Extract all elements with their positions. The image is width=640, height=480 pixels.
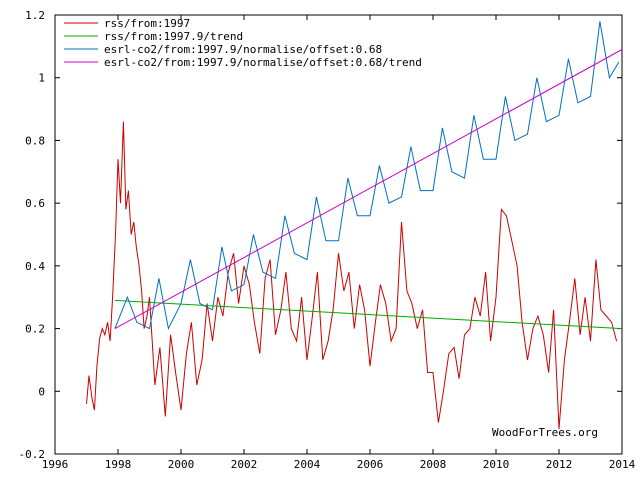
x-tick-label: 2014 [609, 458, 636, 471]
legend-entry: esrl-co2/from:1997.9/normalise/offset:0.… [104, 56, 422, 69]
x-tick-label: 2012 [546, 458, 573, 471]
x-tick-label: 2006 [357, 458, 384, 471]
axes: 1996 1998 2000 2002 2004 2006 2008 2010 2012 2014… [19, 9, 636, 471]
y-tick-label: 1.2 [25, 9, 45, 22]
y-tick-label: 1 [38, 72, 45, 85]
series-layer [86, 21, 623, 429]
plot-frame [54, 14, 623, 455]
y-tick-label: 0.8 [25, 134, 45, 147]
y-tick-label: 0.6 [25, 197, 45, 210]
x-tick-label: 2000 [168, 458, 195, 471]
legend-entry: rss/from:1997.9/trend [104, 30, 243, 43]
x-tick-label: 1998 [105, 458, 132, 471]
x-tick-label: 2010 [483, 458, 510, 471]
y-tick-label: -0.2 [19, 448, 46, 461]
legend: rss/from:1997rss/from:1997.9/trendesrl-c… [64, 17, 422, 69]
y-tick-label: 0.4 [25, 260, 45, 273]
series-line-esrl-co2-from-1997-9-normalise-offset-0-68-trend [114, 49, 623, 330]
x-tick-label: 2002 [231, 458, 258, 471]
x-tick-label: 2004 [294, 458, 321, 471]
y-tick-label: 0 [38, 385, 45, 398]
series-line-rss-from-1997-9-trend [114, 299, 623, 330]
series-line-esrl-co2-from-1997-9-normalise-offset-0-68 [114, 21, 620, 331]
legend-entry: esrl-co2/from:1997.9/normalise/offset:0.… [104, 43, 382, 56]
x-tick-label: 1996 [42, 458, 69, 471]
series-line-rss-from-1997 [86, 121, 618, 429]
y-tick-label: 0.2 [25, 323, 45, 336]
legend-entry: rss/from:1997 [104, 17, 190, 30]
x-tick-label: 2008 [420, 458, 447, 471]
credit-annotation: WoodForTrees.org [492, 426, 598, 439]
